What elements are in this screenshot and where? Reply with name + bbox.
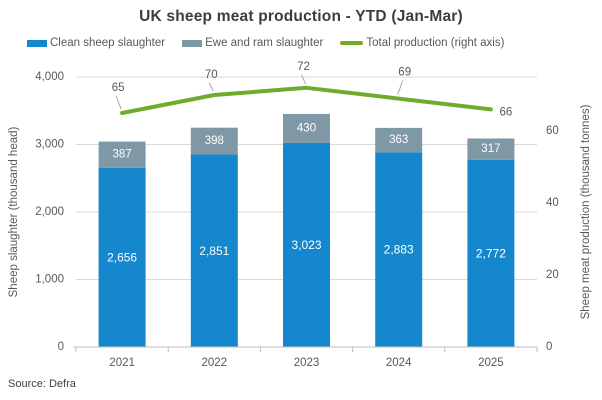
legend-item-ewe-ram: Ewe and ram slaughter — [182, 37, 323, 49]
bar-value-label: 363 — [389, 134, 408, 146]
bar-segment-ewe — [190, 127, 238, 155]
bar-value-label: 387 — [113, 149, 132, 161]
bar-value-label: 398 — [205, 135, 224, 147]
right-axis-title: Sheep meat production (thousand tonnes) — [580, 104, 592, 319]
left-axis-tick-label: 1,000 — [35, 274, 64, 286]
line-value-label: 66 — [500, 106, 513, 118]
legend-swatch-clean-sheep — [27, 39, 47, 47]
label-leader-line — [397, 80, 404, 95]
bar-value-label: 317 — [481, 143, 500, 155]
x-axis-label: 2021 — [109, 357, 135, 369]
left-axis-tick-label: 0 — [58, 341, 64, 353]
bar-segment-clean — [190, 154, 238, 347]
bar-segment-ewe — [98, 141, 146, 168]
left-axis-tick-label: 3,000 — [35, 139, 64, 151]
x-axis-label: 2024 — [386, 357, 412, 369]
bar-segment-ewe — [283, 113, 330, 143]
line-value-label: 70 — [205, 69, 218, 81]
label-leader-line — [115, 95, 122, 110]
right-axis-tick-label: 40 — [546, 197, 559, 209]
bar-segment-clean — [98, 167, 146, 347]
bar-segment-ewe — [375, 127, 423, 153]
label-leader-line — [301, 74, 306, 85]
bar-value-label: 430 — [297, 122, 316, 134]
legend-label-clean-sheep: Clean sheep slaughter — [50, 37, 166, 49]
legend-label-total-production: Total production (right axis) — [366, 37, 505, 49]
bar-value-label: 2,851 — [199, 244, 229, 258]
line-value-label: 69 — [398, 67, 411, 79]
right-axis-tick-label: 0 — [546, 341, 552, 353]
bar-value-label: 3,023 — [291, 238, 321, 252]
bar-segment-clean — [467, 159, 515, 347]
legend-label-ewe-ram: Ewe and ram slaughter — [205, 37, 324, 49]
line-value-label: 72 — [297, 61, 310, 73]
line-value-label: 65 — [112, 82, 125, 94]
source-note: Source: Defra — [8, 378, 76, 390]
x-axis-label: 2025 — [478, 357, 504, 369]
label-leader-line — [208, 82, 214, 92]
right-axis-tick-label: 60 — [546, 125, 559, 137]
legend-item-clean-sheep: Clean sheep slaughter — [27, 37, 165, 49]
total-production-line — [120, 85, 493, 115]
bar-segment-clean — [375, 152, 423, 347]
left-axis-tick-label: 2,000 — [35, 206, 64, 218]
left-axis-tick-label: 4,000 — [35, 71, 64, 83]
bar-segment-clean — [283, 142, 330, 347]
legend-swatch-ewe-ram — [182, 39, 203, 47]
legend-item-total-production: Total production (right axis) — [340, 37, 504, 49]
chart-legend: Clean sheep slaughter Ewe and ram slaugh… — [27, 37, 504, 49]
bar-value-label: 2,772 — [476, 246, 506, 260]
x-axis-label: 2023 — [294, 357, 320, 369]
bar-value-label: 2,656 — [107, 250, 137, 264]
legend-swatch-total-production — [340, 41, 364, 45]
left-axis-title: Sheep slaughter (thousand head) — [8, 126, 20, 297]
bar-segment-ewe — [467, 138, 515, 160]
x-axis-label: 2022 — [202, 357, 228, 369]
bar-value-label: 2,883 — [384, 243, 414, 257]
right-axis-tick-label: 20 — [546, 269, 559, 281]
chart-title: UK sheep meat production - YTD (Jan-Mar) — [139, 8, 463, 25]
